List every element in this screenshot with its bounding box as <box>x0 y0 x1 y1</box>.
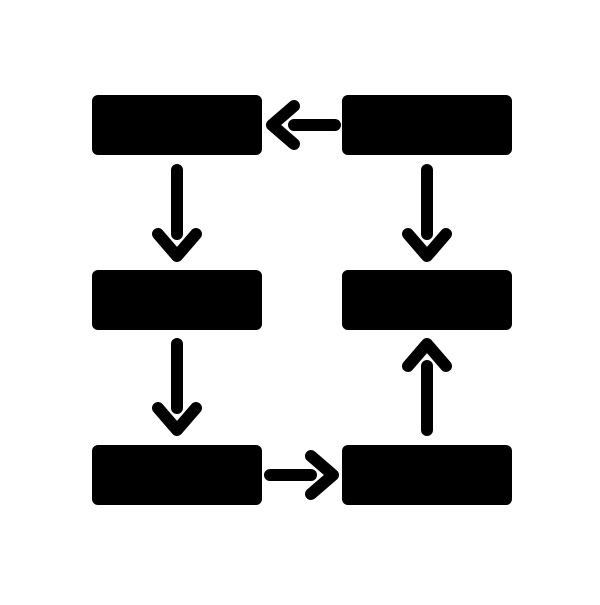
arrow-top-right-to-mid-right <box>408 170 446 256</box>
arrow-mid-left-to-bottom-left <box>158 344 196 430</box>
arrow-top-right-to-top-left <box>272 106 335 144</box>
node-top-left <box>92 95 262 155</box>
arrow-bottom-right-to-mid-right <box>408 344 446 430</box>
node-mid-left <box>92 270 262 330</box>
node-bottom-left <box>92 445 262 505</box>
node-top-right <box>342 95 512 155</box>
arrow-top-left-to-mid-left <box>158 170 196 256</box>
node-mid-right <box>342 270 512 330</box>
flowchart-svg <box>0 0 600 600</box>
flowchart-diagram <box>0 0 600 600</box>
arrow-bottom-left-to-bottom-right <box>270 456 333 494</box>
node-bottom-right <box>342 445 512 505</box>
